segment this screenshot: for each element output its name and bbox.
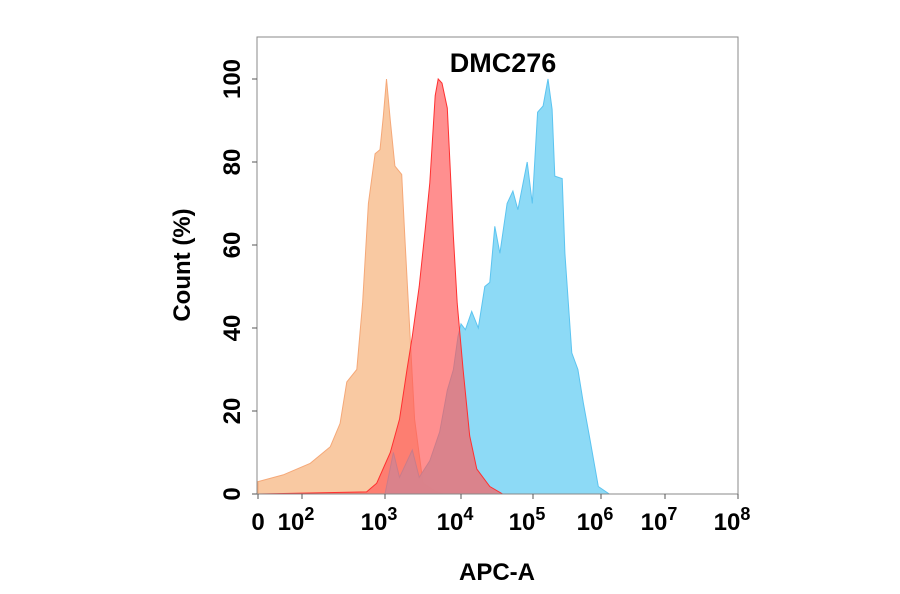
x-tick-label: 107 <box>641 504 678 536</box>
y-axis-label: Count (%) <box>169 208 196 321</box>
x-tick-label: 108 <box>714 504 751 536</box>
x-axis-label: APC-A <box>459 559 535 586</box>
x-tick-label: 104 <box>437 504 474 536</box>
x-tick-label: 105 <box>509 504 546 536</box>
y-tick-label: 100 <box>219 59 246 99</box>
x-tick-label: 103 <box>361 504 398 536</box>
chart-title: DMC276 <box>450 48 557 78</box>
ticks-layer: 0 102 103 104 105 106 107 108 0 20 40 60 80 100 <box>219 59 750 536</box>
y-tick-label: 80 <box>219 149 246 176</box>
series-layer <box>257 77 610 495</box>
y-tick-label: 40 <box>219 315 246 342</box>
plot-frame <box>256 36 739 495</box>
x-tick-label: 0 <box>251 509 264 536</box>
y-tick-label: 0 <box>219 487 246 500</box>
y-tick-label: 60 <box>219 232 246 259</box>
x-tick-label: 102 <box>278 504 315 536</box>
x-tick-label: 106 <box>577 504 614 536</box>
histogram-series-2 <box>257 77 503 495</box>
y-tick-label: 20 <box>219 398 246 425</box>
